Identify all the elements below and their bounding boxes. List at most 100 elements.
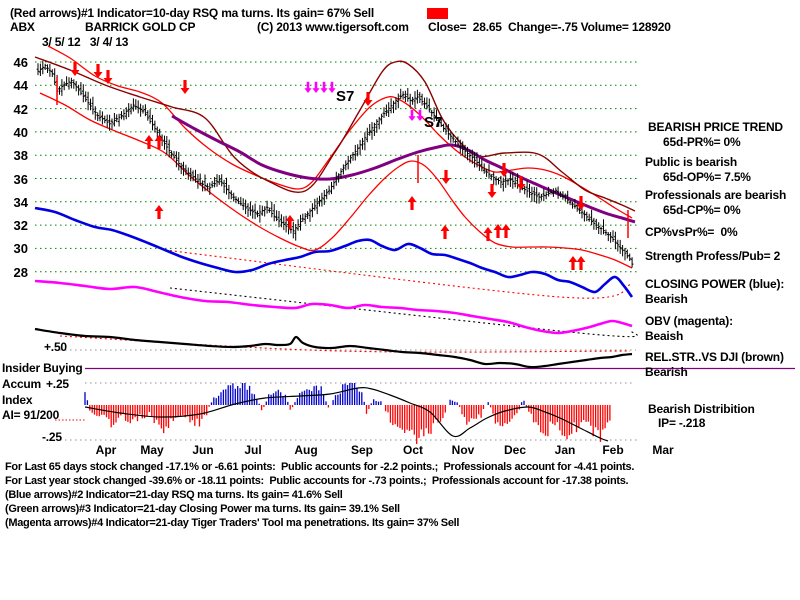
month-tick-label: Dec xyxy=(503,443,526,457)
obv-trend-dotted xyxy=(169,287,638,338)
rs-trend-dotted xyxy=(59,335,631,353)
s7-signal-label: S7 xyxy=(336,88,354,105)
price-tick-label: 40 xyxy=(13,124,28,140)
buy-arrow-icon xyxy=(440,225,450,239)
month-tick-label: Nov xyxy=(451,443,475,457)
month-tick-label: Jun xyxy=(192,443,214,457)
buy-arrow-icon xyxy=(576,256,586,270)
sell-arrow-icon xyxy=(93,64,103,78)
price-tick-label: 38 xyxy=(13,148,28,164)
ohlc-price-bars xyxy=(36,60,634,268)
buy-arrow-icon xyxy=(501,224,511,238)
price-series xyxy=(36,60,634,268)
buy-arrow-icon xyxy=(407,196,417,210)
index-label: Index xyxy=(2,393,33,407)
company-name: BARRICK GOLD CP xyxy=(85,20,196,34)
buy-arrow-icon xyxy=(154,205,164,219)
month-tick-label: May xyxy=(140,443,164,457)
sell-arrow-icon xyxy=(180,80,190,94)
sell-arrow-icon xyxy=(516,176,526,190)
obv-state: Beaish xyxy=(645,329,684,343)
professionals-state: Professionals are bearish xyxy=(645,188,787,202)
cp-trend-dotted xyxy=(164,249,633,299)
ai-bars-positive xyxy=(84,383,525,405)
indicator-lines xyxy=(34,45,638,369)
sell-arrow-icon xyxy=(328,81,336,93)
plus25-label: +.25 xyxy=(46,377,69,391)
closing-power-line xyxy=(34,206,634,298)
indicator1-legend: (Red arrows)#1 Indicator=10-day RSQ ma t… xyxy=(10,6,374,20)
buy-arrow-icon xyxy=(483,227,493,241)
accum-index-histogram xyxy=(84,383,611,444)
sell-arrow-icon xyxy=(416,109,424,121)
indicator3-legend: (Green arrows)#3 Indicator=21-day Closin… xyxy=(5,503,400,515)
stats-year: For Last year stock changed -39.6% or -1… xyxy=(5,475,629,487)
accum-label: Accum xyxy=(2,377,42,391)
price-tick-label: 28 xyxy=(13,264,28,280)
signal-marker-box xyxy=(427,8,448,19)
signal-arrows: S7 S7 xyxy=(56,62,629,270)
sell-arrow-icon xyxy=(70,62,80,76)
grid-lines xyxy=(35,61,637,273)
sell-arrow-icon xyxy=(312,81,320,93)
closing-power-title: CLOSING POWER (blue): xyxy=(645,277,785,291)
upper-band-line xyxy=(47,45,633,219)
month-tick-label: Oct xyxy=(402,443,423,457)
quote-summary: Close= 28.65 Change=-.75 Volume= 128920 xyxy=(428,20,671,34)
buy-arrow-icon xyxy=(285,215,295,229)
price-tick-label: 36 xyxy=(13,171,28,187)
cp-vs-pr: CP%vsPr%= 0% xyxy=(645,225,738,239)
buy-arrow-icon xyxy=(493,224,503,238)
rel-str-state: Bearish xyxy=(645,365,688,379)
month-tick-label: Aug xyxy=(294,443,318,457)
ai-ma-line xyxy=(84,387,609,442)
distribution-title: Bearish Distribition xyxy=(648,402,755,416)
buy-arrow-icon xyxy=(568,256,578,270)
sell-arrow-icon xyxy=(408,109,416,121)
indicator2-legend: (Blue arrows)#2 Indicator=21-day RSQ ma … xyxy=(5,489,343,501)
sell-arrow-icon xyxy=(487,184,497,198)
month-tick-label: Mar xyxy=(652,443,674,457)
closing-power-state: Bearish xyxy=(645,292,688,306)
s7-signal-label: S7 xyxy=(424,114,442,131)
month-tick-label: Feb xyxy=(602,443,624,457)
buy-arrow-icon xyxy=(154,135,164,149)
price-tick-label: 34 xyxy=(13,194,28,210)
op-percent: 65d-OP%= 7.5% xyxy=(663,170,751,184)
price-tick-label: 42 xyxy=(13,101,28,117)
sell-arrow-icon xyxy=(499,163,509,177)
price-trend-title: BEARISH PRICE TREND xyxy=(648,120,783,134)
ai-value-label: AI= 91/200 xyxy=(2,408,60,422)
ma-65day-brown-line xyxy=(34,56,636,212)
month-tick-label: Apr xyxy=(95,443,117,457)
sell-arrow-icon xyxy=(363,92,373,106)
plus50-label: +.50 xyxy=(44,340,67,354)
indicator4-legend: (Magenta arrows)#4 Indicator=21-day Tige… xyxy=(5,517,460,529)
sell-arrow-icon xyxy=(304,81,312,93)
obv-title: OBV (magenta): xyxy=(645,314,733,328)
stats-65day: For Last 65 days stock changed -17.1% or… xyxy=(5,461,635,473)
obv-line xyxy=(34,279,633,335)
sell-arrow-icon xyxy=(103,70,113,84)
month-tick-label: Jul xyxy=(244,443,262,457)
strength-ratio: Strength Profess/Pub= 2 xyxy=(645,249,781,263)
month-tick-label: Sep xyxy=(350,443,373,457)
lower-band-line xyxy=(39,92,633,269)
minus25-label: -.25 xyxy=(42,430,62,444)
aux-dotted-rows xyxy=(55,349,640,441)
price-tick-label: 44 xyxy=(13,78,28,94)
rel-str-title: REL.STR..VS DJI (brown) xyxy=(645,350,784,364)
ai-bars-negative xyxy=(89,405,611,444)
date-range: 3/ 5/ 12 3/ 4/ 13 xyxy=(42,35,129,49)
sell-arrow-icon xyxy=(441,170,451,184)
sell-arrow-icon xyxy=(576,196,586,210)
buy-arrow-icon xyxy=(144,135,154,149)
ticker-symbol: ABX xyxy=(10,20,35,34)
cp-percent: 65d-CP%= 0% xyxy=(663,203,741,217)
month-tick-label: Jan xyxy=(554,443,576,457)
pr-percent: 65d-PR%= 0% xyxy=(663,135,741,149)
price-tick-label: 32 xyxy=(13,218,28,234)
price-tick-label: 46 xyxy=(13,55,28,70)
